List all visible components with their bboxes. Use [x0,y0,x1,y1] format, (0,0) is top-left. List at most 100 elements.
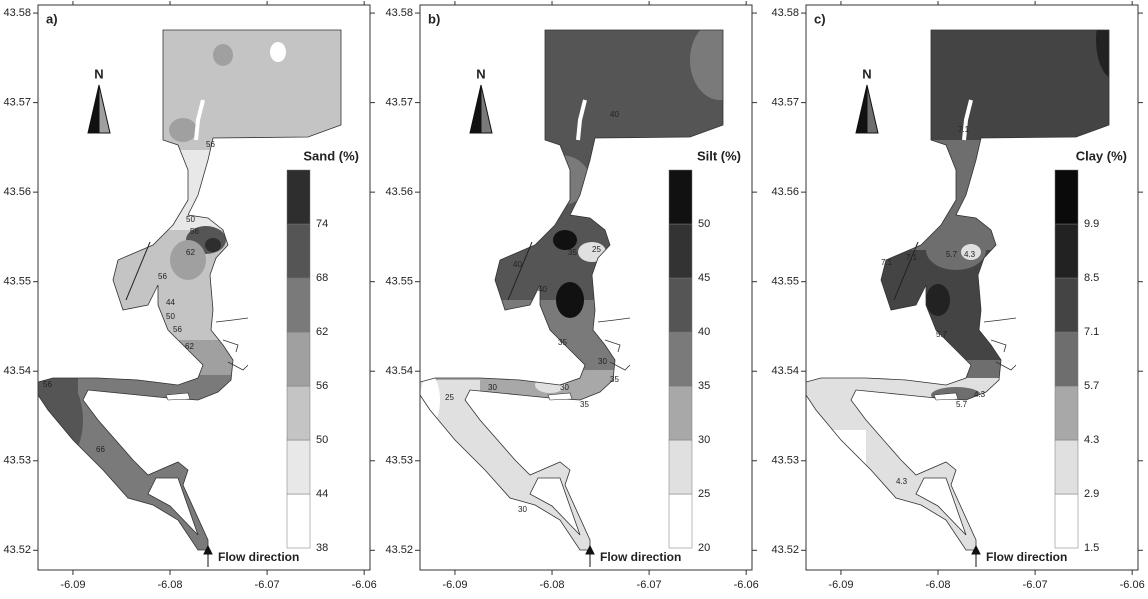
y-tick-label: 43.55 [3,276,31,288]
x-tick-label: -6.08 [925,579,950,591]
legend-label: 50 [316,434,328,446]
legend-swatch [1055,440,1078,494]
legend-label: 7.1 [1084,326,1099,338]
contour-label: 25 [592,245,601,254]
north-label: N [94,66,103,81]
x-tick-label: -6.07 [637,579,662,591]
y-tick-label: 43.58 [385,7,413,19]
legend-swatch [1055,170,1078,224]
contour-label: 30 [488,383,497,392]
contour-label: 56 [43,380,52,389]
legend-label: 5.7 [1084,380,1099,392]
estuary [806,0,1138,599]
y-tick-label: 43.56 [771,186,799,198]
legend-swatch [669,386,692,440]
sediment-zone [270,42,286,62]
sediment-zone [530,155,590,205]
y-tick-label: 43.55 [385,276,413,288]
y-tick-label: 43.58 [3,7,31,19]
contour-label: 62 [186,248,195,257]
y-tick-label: 43.55 [771,276,799,288]
panel-label: c) [814,11,826,26]
legend-swatch [1055,224,1078,278]
contour-label: 4.3 [896,477,908,486]
x-tick-label: -6.07 [255,579,280,591]
y-tick-label: 43.57 [3,97,31,109]
y-tick-label: 43.52 [385,544,413,556]
panel-label: b) [428,11,440,26]
x-tick-label: -6.09 [828,579,853,591]
north-arrow-right [481,85,492,133]
contour-label: 35 [558,338,567,347]
legend-swatch [669,224,692,278]
contour-label: 56 [206,140,215,149]
legend-swatch [669,494,692,548]
y-tick-label: 43.53 [385,455,413,467]
y-tick-label: 43.52 [771,544,799,556]
legend-swatch [669,332,692,386]
x-tick-label: -6.08 [157,579,182,591]
legend-swatch [287,332,310,386]
legend-swatch [287,278,310,332]
sediment-zone [806,0,1138,599]
legend-label: 30 [698,434,710,446]
contour-label: 35 [610,375,619,384]
legend-label: 2.9 [1084,488,1099,500]
x-tick-label: -6.09 [442,579,467,591]
contour-label: 40 [513,260,522,269]
estuary [420,0,752,599]
legend-swatch [1055,332,1078,386]
x-tick-label: -6.07 [1023,579,1048,591]
contour-label: 7.1 [881,258,893,267]
sediment-zone [420,300,620,380]
x-tick-label: -6.06 [352,579,377,591]
sediment-zone [553,230,577,250]
north-arrow-left [470,85,481,133]
sediment-zone [170,240,206,280]
legend-label: 4.3 [1084,434,1099,446]
sediment-zone [1096,0,1136,80]
legend-swatch [669,440,692,494]
flow-label: Flow direction [600,550,681,564]
legend-swatch [287,170,310,224]
legend-label: 56 [316,380,328,392]
legend-label: 74 [316,218,328,230]
contour-label: 50 [186,215,195,224]
sediment-zone [556,282,584,318]
sediment-zone [43,380,83,460]
contour-label: 50 [166,312,175,321]
legend-swatch [287,440,310,494]
legend-label: 44 [316,488,328,500]
sediment-zone [213,44,233,66]
legend-swatch [287,386,310,440]
contour-label: 30 [518,505,527,514]
estuary [38,0,370,599]
legend-swatch [1055,278,1078,332]
legend-label: 38 [316,542,328,554]
contour-label: 4.3 [964,250,976,259]
contour-label: 56 [158,272,167,281]
contour-label: 7.1 [958,125,970,134]
y-tick-label: 43.54 [385,365,413,377]
legend-label: 35 [698,380,710,392]
y-tick-label: 43.52 [3,544,31,556]
contour-label: 35 [580,400,589,409]
legend-swatch [669,278,692,332]
contour-label: 4.3 [974,390,986,399]
flow-label: Flow direction [986,550,1067,564]
x-tick-label: -6.06 [734,579,759,591]
legend-swatch [1055,494,1078,548]
sediment-zone [169,118,197,142]
contour-label: 56 [173,325,182,334]
legend-swatch [287,224,310,278]
x-tick-label: -6.09 [60,579,85,591]
y-tick-label: 43.53 [3,455,31,467]
sediment-zone [38,340,238,380]
contour-label: 5.7 [956,400,968,409]
contour-label: 44 [166,298,175,307]
contour-label: 30 [598,357,607,366]
contour-label: 66 [96,445,105,454]
north-arrow-left [88,85,99,133]
map-panel: 4035254040353030303535253043.5243.5343.5… [385,0,758,599]
legend-title: Sand (%) [303,148,359,163]
